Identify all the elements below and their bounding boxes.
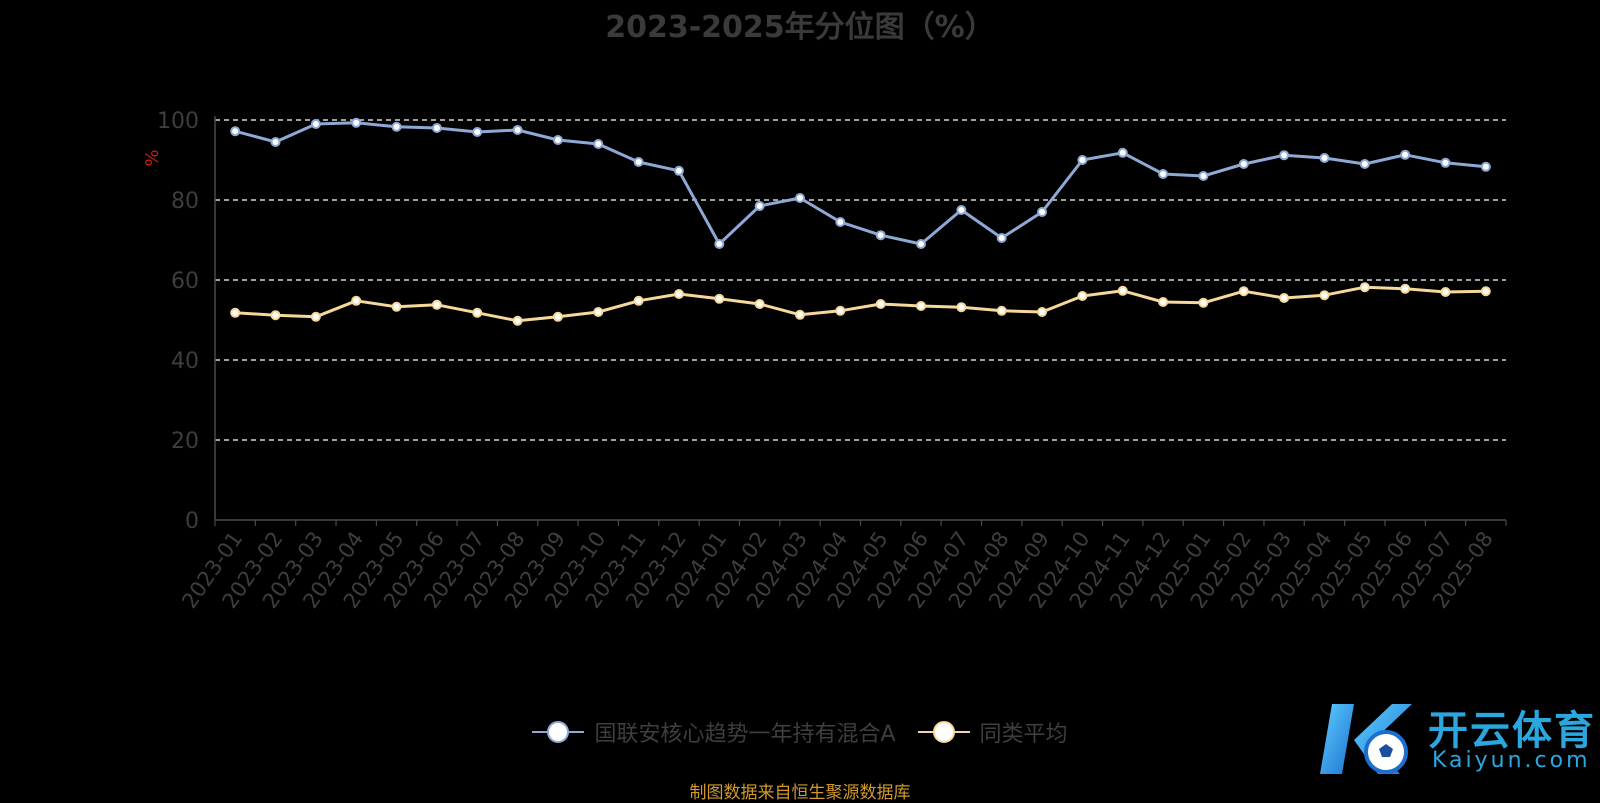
y-tick-label: 40 (171, 349, 199, 374)
series-0-point[interactable] (835, 217, 846, 227)
series-0-point[interactable] (996, 233, 1007, 243)
grid-layer (215, 119, 1506, 441)
series-0-point[interactable] (673, 165, 684, 176)
series-1-point[interactable] (673, 289, 684, 299)
series-0-point[interactable] (552, 135, 563, 145)
axis-layer: 020406080100%2023-012023-022023-032023-0… (142, 109, 1507, 613)
series-0-point[interactable] (1480, 161, 1491, 172)
series-1-point[interactable] (593, 307, 604, 317)
series-1-point[interactable] (1077, 291, 1088, 301)
series-0-point[interactable] (754, 201, 765, 211)
series-0-point[interactable] (1400, 149, 1411, 160)
series-1-point[interactable] (351, 295, 362, 306)
series-1-point[interactable] (754, 299, 765, 309)
legend-item-fund[interactable]: 国联安核心趋势一年持有混合A (532, 716, 896, 748)
y-axis-label: % (142, 149, 163, 166)
series-0-point[interactable] (1198, 171, 1209, 181)
series-0-point[interactable] (1359, 159, 1370, 169)
series-0-point[interactable] (351, 117, 362, 128)
series-1-point[interactable] (835, 305, 846, 316)
series-0-point[interactable] (1440, 157, 1451, 168)
series-0-point[interactable] (714, 239, 725, 249)
series-0-point[interactable] (391, 121, 402, 132)
series-1-point[interactable] (472, 307, 483, 318)
series-0-point[interactable] (472, 127, 483, 137)
series-0-point[interactable] (270, 137, 281, 147)
legend-symbol-fund (532, 721, 585, 743)
series-0-point[interactable] (1077, 155, 1088, 165)
series-0-point[interactable] (1117, 147, 1128, 158)
series-1-point[interactable] (230, 307, 241, 318)
series-1-point[interactable] (1400, 283, 1411, 294)
series-1-point[interactable] (512, 315, 523, 326)
y-tick-label: 20 (171, 429, 199, 454)
legend-symbol-category-average (917, 721, 970, 743)
series-0-point[interactable] (916, 239, 927, 249)
series-1-point[interactable] (1037, 307, 1048, 317)
y-tick-label: 0 (185, 509, 199, 534)
series-1-point[interactable] (1198, 297, 1209, 308)
series-1-point[interactable] (1117, 285, 1128, 296)
series-0-point[interactable] (1319, 153, 1330, 163)
series-0-point[interactable] (956, 205, 967, 215)
series-1-point[interactable] (431, 299, 442, 310)
series-0-point[interactable] (593, 139, 604, 149)
series-1-point[interactable] (391, 301, 402, 312)
series-1-point[interactable] (270, 310, 281, 321)
legend: 国联安核心趋势一年持有混合A 同类平均 (0, 716, 1600, 748)
series-layer (230, 117, 1491, 326)
series-1-point[interactable] (794, 309, 805, 320)
series-1-point[interactable] (875, 299, 886, 309)
series-1-point[interactable] (552, 311, 563, 322)
series-0-point[interactable] (1037, 207, 1048, 217)
series-0-point[interactable] (633, 157, 644, 167)
series-line-0 (234, 121, 1486, 246)
series-1-point[interactable] (714, 293, 725, 304)
kaiyun-logo-icon (1320, 704, 1412, 774)
series-1-point[interactable] (916, 301, 927, 311)
series-0-point[interactable] (794, 193, 805, 203)
series-1-point[interactable] (1480, 286, 1491, 297)
series-0-point[interactable] (875, 230, 886, 241)
series-1-point[interactable] (956, 302, 967, 313)
y-tick-label: 80 (171, 189, 199, 214)
data-source-note: 制图数据来自恒生聚源数据库 (689, 783, 911, 803)
series-1-point[interactable] (1238, 286, 1249, 297)
y-tick-label: 100 (157, 109, 199, 134)
watermark-logo: 开云体育 Kaiyun.com (1314, 694, 1594, 786)
series-0-point[interactable] (431, 123, 442, 133)
legend-item-category-average[interactable]: 同类平均 (917, 716, 1068, 748)
series-1-point[interactable] (1440, 287, 1451, 297)
series-1-point[interactable] (996, 305, 1007, 316)
series-0-point[interactable] (1158, 169, 1169, 179)
series-0-point[interactable] (1279, 150, 1290, 161)
series-1-point[interactable] (310, 311, 321, 322)
series-1-point[interactable] (633, 295, 644, 306)
chart-title: 2023-2025年分位图（%） (605, 10, 995, 45)
series-0-point[interactable] (512, 125, 523, 135)
series-0-point[interactable] (310, 119, 321, 129)
y-tick-label: 60 (171, 269, 199, 294)
series-1-point[interactable] (1319, 290, 1330, 301)
watermark-brand-cn: 开云体育 (1428, 708, 1596, 754)
series-line-1 (235, 285, 1486, 323)
legend-label-fund: 国联安核心趋势一年持有混合A (594, 722, 896, 747)
series-1-point[interactable] (1279, 293, 1290, 303)
series-1-point[interactable] (1359, 282, 1370, 293)
series-0-point[interactable] (230, 126, 241, 137)
series-0-point[interactable] (1238, 159, 1249, 169)
series-1-point[interactable] (1158, 297, 1169, 307)
legend-label-category-average: 同类平均 (979, 722, 1068, 747)
watermark-brand-en: Kaiyun.com (1432, 748, 1591, 773)
